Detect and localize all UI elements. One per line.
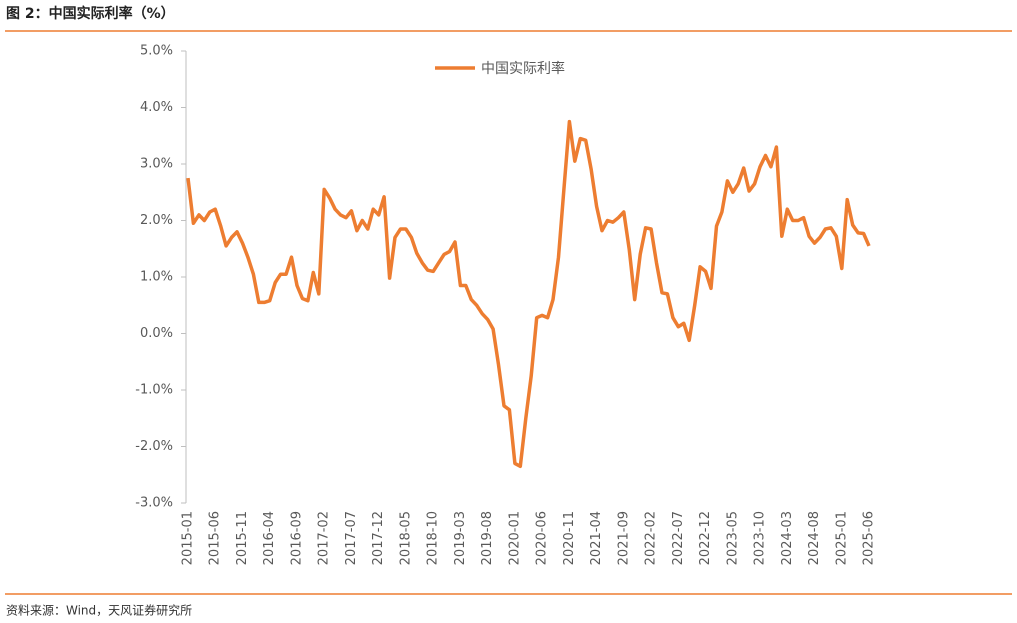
x-tick-label: 2019-08 [480,511,495,565]
x-tick-label: 2016-09 [289,511,304,565]
chart-title: 图 2：中国实际利率（%） [6,5,175,22]
x-tick-label: 2021-09 [616,511,631,565]
x-tick-label: 2017-02 [317,511,332,565]
y-tick-label: 2.0% [140,213,173,228]
x-tick-label: 2025-06 [862,511,877,565]
x-tick-label: 2015-06 [208,511,223,565]
data-line [186,119,871,469]
y-tick-label: 5.0% [140,44,173,59]
y-tick-label: 0.0% [140,326,173,341]
y-tick-label: -2.0% [135,439,173,454]
x-tick-label: 2017-12 [371,511,386,565]
x-tick-label: 2018-10 [426,511,441,565]
x-tick-label: 2016-04 [262,511,277,565]
x-tick-label: 2024-08 [807,511,822,565]
y-tick-label: 1.0% [140,270,173,285]
x-tick-label: 2020-11 [562,511,577,565]
x-tick-label: 2018-05 [398,511,413,565]
x-tick-label: 2015-01 [181,511,196,565]
y-tick-label: -1.0% [135,383,173,398]
x-tick-label: 2020-01 [507,511,522,565]
legend-label: 中国实际利率 [481,60,565,77]
x-tick-label: 2023-10 [753,511,768,565]
y-tick-label: 4.0% [140,100,173,115]
x-tick-label: 2022-07 [671,511,686,565]
source-note: 资料来源：Wind，天风证券研究所 [6,603,192,618]
x-tick-label: 2022-02 [644,511,659,565]
x-tick-label: 2023-05 [725,511,740,565]
x-tick-label: 2019-03 [453,511,468,565]
x-tick-label: 2021-04 [589,511,604,565]
x-tick-label: 2015-11 [235,511,250,565]
x-tick-label: 2017-07 [344,511,359,565]
x-tick-label: 2025-01 [834,511,849,565]
y-tick-label: -3.0% [135,496,173,511]
y-tick-label: 3.0% [140,157,173,172]
x-tick-label: 2022-12 [698,511,713,565]
x-tick-label: 2024-03 [780,511,795,565]
x-tick-label: 2020-06 [535,511,550,565]
